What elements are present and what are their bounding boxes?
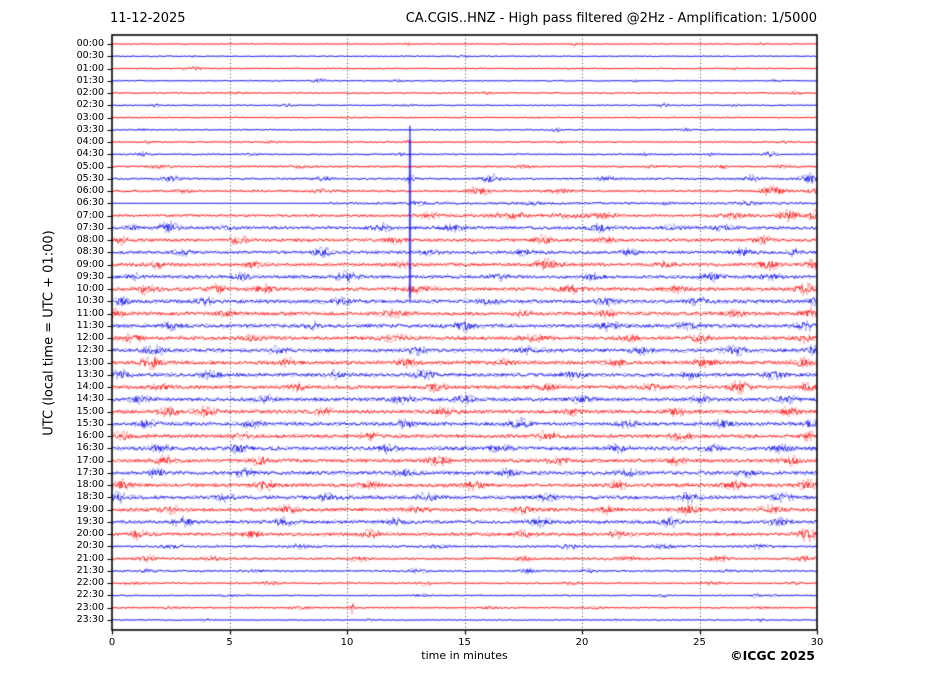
- x-tick-label: 25: [693, 637, 706, 648]
- y-tick-label: 14:00: [76, 381, 104, 393]
- y-tick-label: 11:30: [76, 319, 104, 331]
- y-tick-label: 15:30: [76, 417, 104, 429]
- x-tick-label: 30: [810, 637, 824, 648]
- y-tick-label: 17:30: [76, 466, 104, 478]
- y-tick-label: 05:30: [76, 172, 104, 184]
- y-tick-label: 13:00: [76, 356, 104, 368]
- figure-title-station: CA.CGIS..HNZ - High pass filtered @2Hz -…: [405, 11, 817, 26]
- y-tick-label: 22:00: [76, 577, 104, 589]
- y-tick-label: 14:30: [76, 393, 104, 405]
- y-tick-label: 23:00: [76, 601, 104, 613]
- y-tick-label: 19:00: [76, 503, 104, 515]
- y-tick-label: 02:00: [76, 87, 104, 99]
- x-tick-label: 15: [458, 637, 471, 648]
- y-tick-label: 12:00: [76, 332, 104, 344]
- y-tick-label: 00:30: [76, 50, 104, 62]
- y-tick-label: 20:30: [76, 540, 104, 552]
- y-tick-label: 03:30: [76, 123, 104, 135]
- y-tick-label: 03:00: [76, 111, 104, 123]
- y-tick-label: 15:00: [76, 405, 104, 417]
- y-tick-label: 06:30: [76, 197, 104, 209]
- y-tick-label: 21:30: [76, 564, 104, 576]
- y-tick-label: 01:30: [76, 74, 104, 86]
- y-tick-label: 02:30: [76, 99, 104, 111]
- y-tick-label: 20:00: [76, 528, 104, 540]
- y-tick-label: 10:00: [76, 283, 104, 295]
- y-tick-label: 17:00: [76, 454, 104, 466]
- y-tick-label: 07:30: [76, 221, 104, 233]
- y-tick-label: 13:30: [76, 368, 104, 380]
- y-tick-label: 22:30: [76, 589, 104, 601]
- y-tick-label: 19:30: [76, 515, 104, 527]
- y-tick-label: 21:00: [76, 552, 104, 564]
- y-tick-label: 23:30: [76, 614, 104, 625]
- x-tick-label: 0: [108, 637, 116, 648]
- y-tick-label: 18:30: [76, 491, 104, 503]
- y-tick-label: 09:30: [76, 270, 104, 282]
- y-tick-label: 05:00: [76, 160, 104, 172]
- y-tick-label: 09:00: [76, 258, 104, 270]
- y-tick-label: 06:00: [76, 185, 104, 197]
- y-tick-label: 08:00: [76, 234, 104, 246]
- copyright-label: ©ICGC 2025: [730, 648, 815, 663]
- y-tick-label: 07:00: [76, 209, 104, 221]
- x-tick-label: 20: [575, 637, 589, 648]
- y-tick-label: 11:00: [76, 307, 104, 319]
- y-tick-label: 16:00: [76, 430, 104, 442]
- x-axis-label: time in minutes: [421, 649, 508, 662]
- x-tick-label: 10: [340, 637, 354, 648]
- y-tick-label: 18:00: [76, 479, 104, 491]
- y-tick-label: 12:30: [76, 344, 104, 356]
- y-tick-label: 08:30: [76, 246, 104, 258]
- y-tick-label: 01:00: [76, 62, 104, 74]
- y-tick-label: 04:30: [76, 148, 104, 160]
- y-tick-label: 16:30: [76, 442, 104, 454]
- figure-title-date: 11-12-2025: [110, 11, 186, 26]
- y-tick-label: 04:00: [76, 136, 104, 148]
- y-tick-label: 00:00: [76, 38, 104, 49]
- y-tick-label: 10:30: [76, 295, 104, 307]
- x-tick-label: 5: [226, 637, 233, 648]
